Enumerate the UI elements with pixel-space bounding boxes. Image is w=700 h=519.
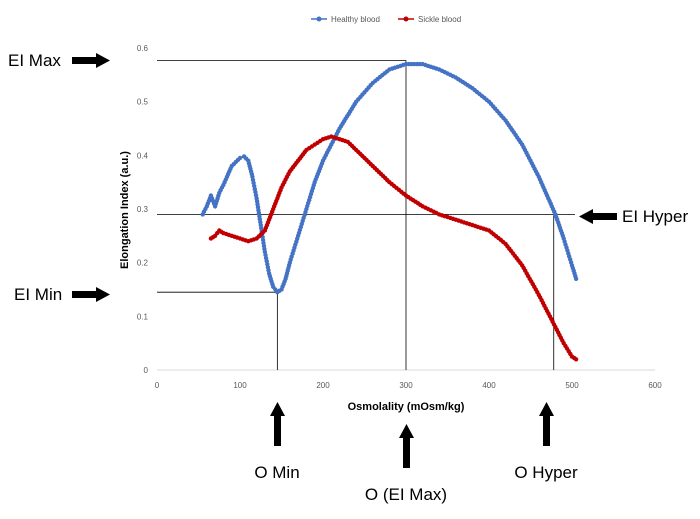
series-layer [200,61,579,362]
y-tick-label: 0.4 [137,151,149,160]
o-ei-max-label: O (EI Max) [365,485,447,504]
x-tick-labels: 0 100 200 300 400 500 600 [155,381,662,390]
y-tick-label: 0 [144,366,149,375]
series-healthy [200,61,579,295]
x-tick-label: 0 [155,381,160,390]
x-tick-label: 100 [233,381,247,390]
x-tick-label: 300 [399,381,413,390]
x-tick-label: 400 [482,381,496,390]
o-min-label: O Min [254,463,299,482]
ei-hyper-label: EI Hyper [622,207,688,226]
legend-sickle-marker [403,16,409,22]
ei-max-annotation: EI Max [8,51,110,70]
legend-healthy-label: Healthy blood [331,15,380,24]
x-tick-label: 200 [316,381,330,390]
o-hyper-label: O Hyper [514,463,578,482]
ei-max-arrow [72,53,110,68]
legend-healthy-marker [316,16,322,22]
legend-sickle-label: Sickle blood [418,15,461,24]
ei-min-label: EI Min [14,285,62,304]
legend: Healthy blood Sickle blood [311,15,461,24]
y-axis-title: Elongation Index (a.u.) [119,151,131,269]
ei-hyper-arrow [579,209,617,224]
data-point [573,276,579,281]
y-tick-label: 0.3 [137,205,149,214]
reference-lines [157,59,575,370]
x-tick-label: 600 [648,381,662,390]
o-ei-max-arrow [399,424,414,468]
o-hyper-arrow [539,402,554,446]
ei-max-label: EI Max [8,51,61,70]
x-axis-title: Osmolality (mOsm/kg) [348,401,465,413]
series-line [201,63,578,294]
ei-min-arrow [72,287,110,302]
o-min-annotation: O Min [254,402,300,482]
y-tick-label: 0.6 [137,44,149,53]
y-tick-label: 0.5 [137,98,149,107]
series-sickle [208,134,579,362]
y-tick-labels: 0 0.1 0.2 0.3 0.4 0.5 0.6 [137,44,149,375]
o-hyper-annotation: O Hyper [514,402,578,482]
ei-min-annotation: EI Min [14,285,110,304]
data-point [573,357,579,362]
ei-hyper-annotation: EI Hyper [579,207,688,226]
y-tick-label: 0.2 [137,259,149,268]
x-tick-label: 500 [565,381,579,390]
y-tick-label: 0.1 [137,312,149,321]
o-ei-max-annotation: O (EI Max) [365,424,447,504]
o-min-arrow [270,402,285,446]
data-point [237,155,243,161]
